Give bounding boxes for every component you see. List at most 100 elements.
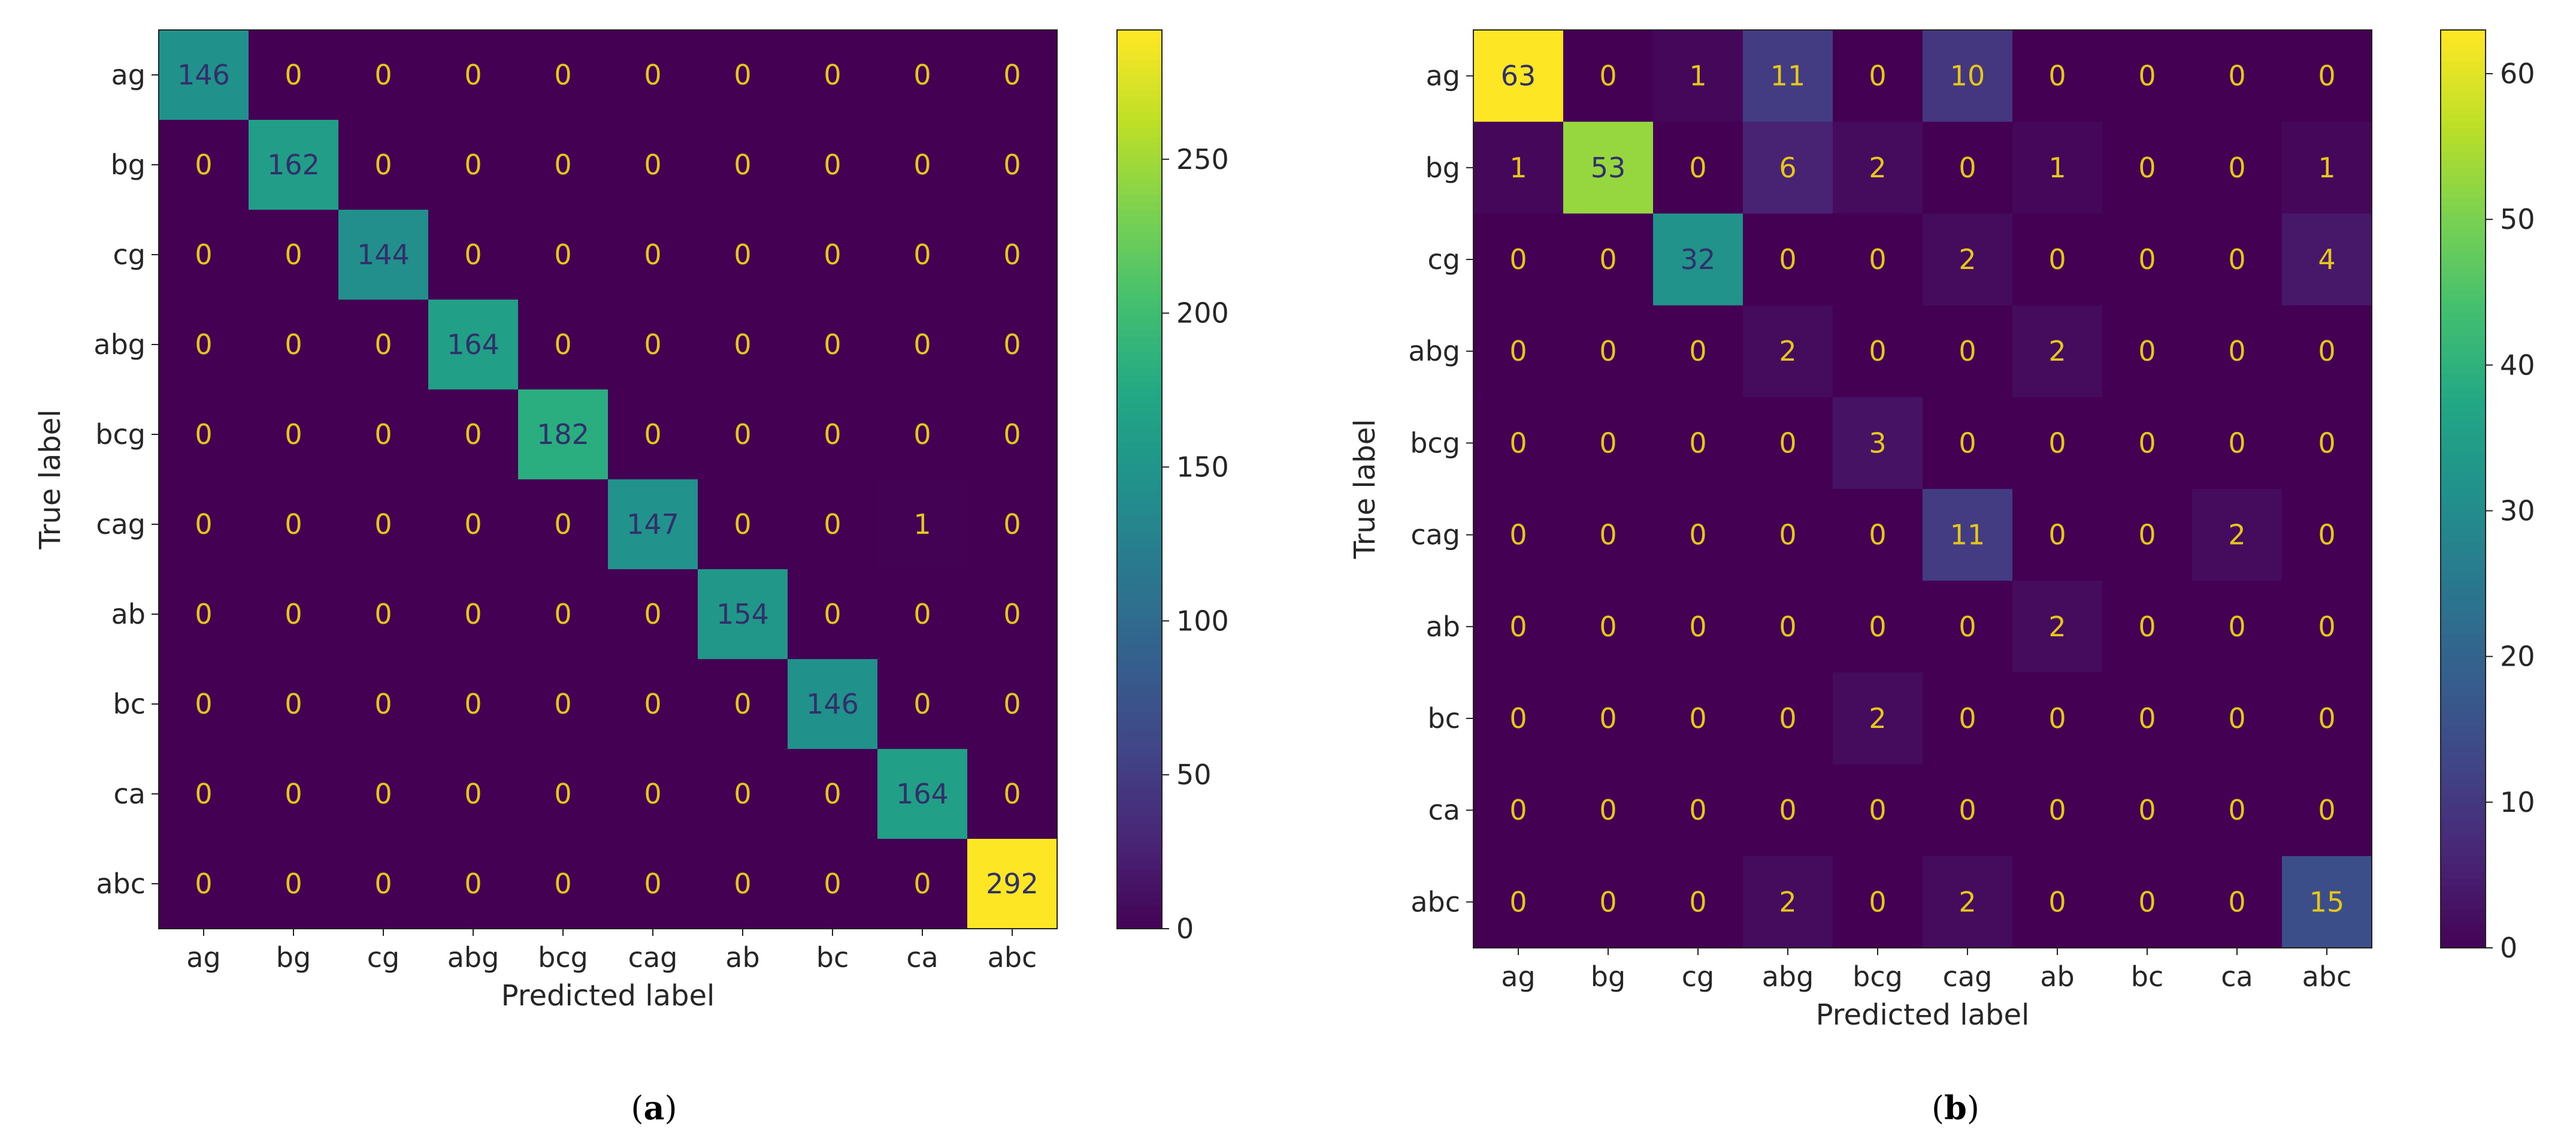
matrix-cell — [2012, 764, 2103, 857]
colorbar-segment — [2441, 871, 2486, 880]
cell-value-label: 0 — [1509, 243, 1527, 276]
cell-value-label: 0 — [284, 59, 302, 91]
colorbar-tick-label: 60 — [2500, 58, 2535, 90]
colorbar-segment — [1117, 704, 1162, 712]
cell-value-label: 0 — [464, 868, 482, 900]
matrix-cell — [698, 30, 788, 120]
matrix-cell — [428, 839, 519, 929]
matrix-cell — [967, 749, 1058, 839]
matrix-cell — [1473, 489, 1564, 581]
matrix-cell — [698, 120, 788, 210]
colorbar-segment — [2441, 351, 2486, 359]
colorbar-segment — [1117, 187, 1162, 195]
cell-value-label: 0 — [374, 688, 392, 720]
colorbar-segment — [1117, 501, 1162, 510]
colorbar-segment — [1117, 389, 1162, 398]
cell-value-label: 0 — [1599, 611, 1617, 643]
colorbar-segment — [1117, 52, 1162, 61]
colorbar-segment — [1117, 112, 1162, 120]
cell-value-label: 0 — [2048, 886, 2066, 918]
colorbar-segment — [1117, 711, 1162, 720]
colorbar-segment — [2441, 703, 2486, 712]
colorbar-segment — [1117, 105, 1162, 113]
matrix-cell — [428, 479, 519, 570]
cell-value-label: 1 — [2318, 152, 2335, 184]
cell-value-label: 0 — [195, 328, 212, 361]
x-tick-label: ca — [906, 941, 938, 974]
colorbar-segment — [1117, 816, 1162, 824]
colorbar-segment — [1117, 322, 1162, 330]
matrix-cell — [518, 659, 609, 750]
matrix-cell — [877, 300, 968, 390]
colorbar-segment — [1117, 217, 1162, 225]
cell-value-label: 0 — [195, 238, 212, 271]
matrix-cell — [2192, 581, 2283, 673]
colorbar-segment — [2441, 343, 2486, 352]
colorbar-segment — [2441, 787, 2486, 796]
colorbar-segment — [2441, 519, 2486, 528]
matrix-cell — [1833, 581, 1923, 673]
matrix-cell — [788, 839, 878, 929]
colorbar-segment — [2441, 711, 2486, 719]
colorbar-segment — [1117, 869, 1162, 877]
matrix-cell — [788, 30, 878, 120]
matrix-cell — [338, 300, 429, 390]
matrix-cell — [1743, 581, 1833, 673]
cell-value-label: 53 — [1591, 152, 1626, 184]
y-tick-label: ag — [1426, 60, 1460, 92]
cell-value-label: 0 — [2318, 519, 2335, 551]
colorbar-segment — [2441, 290, 2486, 298]
colorbar-segment — [2441, 534, 2486, 543]
cell-value-label: 0 — [734, 868, 751, 900]
colorbar-segment — [1117, 30, 1162, 38]
matrix-cell — [1743, 672, 1833, 765]
x-tick-label: cag — [628, 941, 678, 974]
matrix-cell — [698, 839, 788, 929]
matrix-cell — [1743, 764, 1833, 857]
matrix-cell — [1563, 581, 1654, 673]
matrix-cell — [608, 839, 698, 929]
x-tick-label: cg — [1682, 960, 1715, 993]
colorbar-segment — [1117, 292, 1162, 300]
cell-value-label: 0 — [2138, 611, 2156, 643]
matrix-cell — [1473, 581, 1564, 673]
cell-value-label: 63 — [1501, 60, 1536, 92]
matrix-cell — [877, 749, 968, 839]
colorbar-segment — [2441, 336, 2486, 345]
matrix-cell — [967, 839, 1058, 929]
cell-value-label: 0 — [1003, 688, 1021, 720]
cell-value-label: 0 — [1959, 152, 1976, 184]
colorbar-segment — [2441, 749, 2486, 757]
colorbar-segment — [2441, 313, 2486, 322]
cell-value-label: 0 — [644, 868, 661, 900]
colorbar: 0 10 20 30 40 50 60 — [2440, 29, 2535, 964]
cell-value-label: 0 — [2228, 702, 2245, 735]
cell-value-label: 0 — [464, 778, 482, 810]
matrix-cell — [698, 300, 788, 390]
cell-value-label: 0 — [1959, 427, 1976, 459]
colorbar-segment — [2441, 573, 2486, 582]
matrix-cell — [608, 479, 698, 570]
cell-value-label: 0 — [195, 778, 212, 810]
colorbar-segment — [2441, 917, 2486, 926]
colorbar-segment — [2441, 848, 2486, 857]
cell-value-label: 0 — [734, 508, 751, 540]
matrix-cell — [2102, 30, 2193, 122]
cell-value-label: 0 — [195, 149, 212, 181]
matrix-cell — [2012, 30, 2103, 122]
cell-value-label: 0 — [1869, 243, 1886, 276]
matrix-cell — [2282, 30, 2372, 122]
colorbar-segment — [1117, 247, 1162, 255]
matrix-cell — [1833, 856, 1923, 948]
matrix-cell — [877, 839, 968, 929]
colorbar-segment — [1117, 157, 1162, 165]
cell-value-label: 0 — [913, 238, 931, 271]
matrix-cell — [2102, 397, 2193, 490]
cell-value-label: 0 — [284, 868, 302, 900]
colorbar-segment — [2441, 863, 2486, 872]
colorbar-segment — [1117, 345, 1162, 353]
matrix-cell — [2012, 305, 2103, 398]
colorbar-segment — [1117, 45, 1162, 53]
matrix-cell — [877, 479, 968, 570]
cell-value-label: 0 — [1003, 59, 1021, 91]
